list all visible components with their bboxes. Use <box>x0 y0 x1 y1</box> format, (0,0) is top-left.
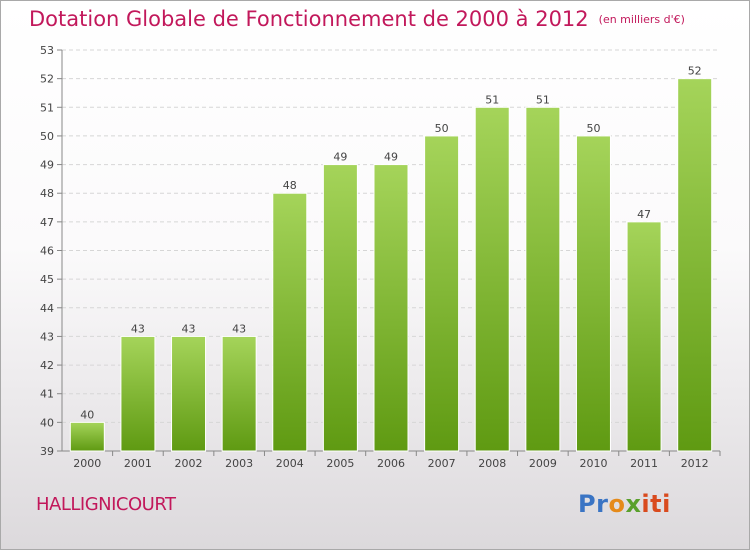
data-label: 52 <box>688 65 702 78</box>
bar <box>373 164 409 452</box>
y-tick-label: 39 <box>40 445 54 458</box>
data-label: 43 <box>232 322 246 335</box>
data-label: 51 <box>536 93 550 106</box>
logo-part: o <box>608 490 626 518</box>
x-tick-label: 2009 <box>529 457 557 470</box>
data-label: 40 <box>80 408 94 421</box>
x-tick-label: 2001 <box>124 457 152 470</box>
data-label: 50 <box>435 122 449 135</box>
bar <box>424 135 460 452</box>
data-labels: 40 43 43 43 48 49 49 50 51 51 50 47 52 <box>80 65 701 422</box>
x-tick-label: 2005 <box>326 457 354 470</box>
x-tick-label: 2003 <box>225 457 253 470</box>
chart-title: Dotation Globale de Fonctionnement de 20… <box>29 7 685 31</box>
data-label: 47 <box>637 208 651 221</box>
bar <box>120 335 156 452</box>
x-tick-label: 2002 <box>175 457 203 470</box>
y-tick-label: 50 <box>40 130 54 143</box>
bars <box>69 78 713 452</box>
data-label: 50 <box>586 122 600 135</box>
x-tick-label: 2008 <box>478 457 506 470</box>
y-tick-label: 45 <box>40 273 54 286</box>
y-axis: 39 40 41 42 43 44 45 46 47 48 49 50 51 52 53 <box>40 44 63 458</box>
x-tick-label: 2010 <box>579 457 607 470</box>
data-label: 43 <box>182 322 196 335</box>
data-label: 49 <box>333 151 347 164</box>
y-tick-label: 42 <box>40 359 54 372</box>
bar <box>272 192 308 452</box>
y-tick-label: 48 <box>40 187 54 200</box>
x-tick-label: 2004 <box>276 457 304 470</box>
x-tick-label: 2011 <box>630 457 658 470</box>
logo-part: x <box>625 490 642 518</box>
y-tick-label: 44 <box>40 302 54 315</box>
y-tick-label: 47 <box>40 216 54 229</box>
y-tick-label: 40 <box>40 416 54 429</box>
bar <box>221 335 257 452</box>
x-tick-label: 2012 <box>681 457 709 470</box>
bar <box>525 106 561 452</box>
logo-part: Pr <box>578 490 609 518</box>
y-tick-label: 46 <box>40 245 54 258</box>
bar <box>575 135 611 452</box>
y-tick-label: 53 <box>40 44 54 57</box>
y-tick-label: 49 <box>40 159 54 172</box>
bar <box>171 335 207 452</box>
logo-part: iti <box>641 490 671 518</box>
y-tick-label: 52 <box>40 73 54 86</box>
chart-unit: (en milliers d'€) <box>598 13 685 26</box>
commune-name: HALLIGNICOURT <box>36 494 176 515</box>
x-axis: 2000 2001 2002 2003 2004 2005 2006 2007 2008 2009… <box>62 450 721 470</box>
x-tick-label: 2007 <box>428 457 456 470</box>
x-tick-label: 2000 <box>73 457 101 470</box>
bar <box>677 78 713 452</box>
chart-title-text: Dotation Globale de Fonctionnement de 20… <box>29 7 589 31</box>
bar <box>322 164 358 452</box>
proxiti-logo: Proxiti <box>578 490 671 518</box>
data-label: 48 <box>283 179 297 192</box>
y-tick-label: 51 <box>40 101 54 114</box>
y-tick-label: 41 <box>40 388 54 401</box>
bar <box>69 421 105 452</box>
bar <box>626 221 662 452</box>
y-tick-label: 43 <box>40 330 54 343</box>
x-tick-label: 2006 <box>377 457 405 470</box>
data-label: 51 <box>485 93 499 106</box>
bar <box>474 106 510 452</box>
data-label: 43 <box>131 322 145 335</box>
data-label: 49 <box>384 151 398 164</box>
